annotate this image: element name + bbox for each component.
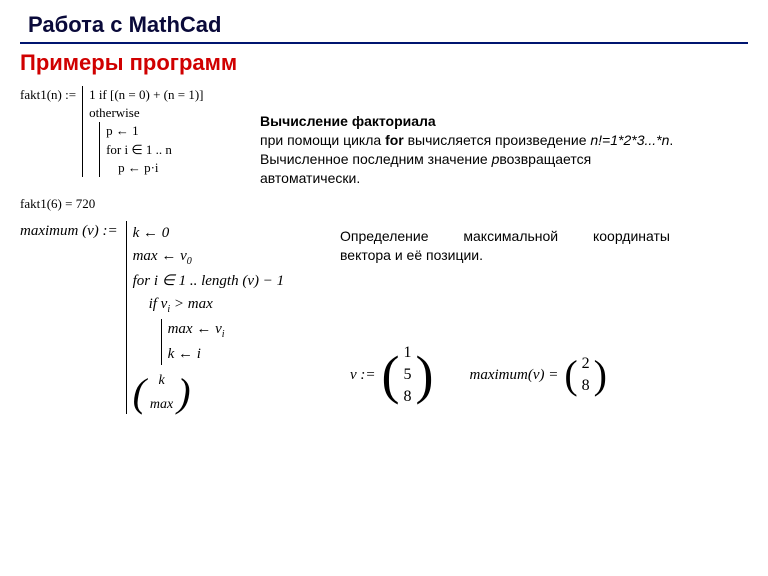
max-if: if vi > max <box>149 294 285 317</box>
fakt-def: fakt1(n) := <box>20 86 76 104</box>
maximum-result: maximum(v) = ( 2 8 ) <box>470 355 608 395</box>
max-maxvi: max ← vi <box>168 319 285 342</box>
desc1-heading: Вычисление факториала <box>260 113 436 129</box>
fakt-p2: p ← p·i <box>118 159 203 177</box>
desc1-a: при помощи цикла <box>260 132 385 148</box>
page-title: Работа с MathCad <box>20 12 748 44</box>
maximum-program: maximum (v) := k ← 0 max ← v0 for i ∈ 1 … <box>20 221 320 414</box>
desc-factorial: Вычисление факториала при помощи цикла f… <box>260 112 690 188</box>
vector-v: v := ( 1 5 8 ) <box>350 344 434 406</box>
fakt-program: fakt1(n) := 1 if [(n = 0) + (n = 1)] oth… <box>20 86 240 213</box>
fakt-for: for i ∈ 1 .. n <box>106 141 203 159</box>
max-maxv0: max ← v0 <box>133 246 285 269</box>
bottom-formulas: v := ( 1 5 8 ) maximum(v) = ( 2 8 ) <box>350 344 748 406</box>
max-for: for i ∈ 1 .. length (v) − 1 <box>133 271 285 292</box>
desc2-line2: вектора и её позиции. <box>340 246 670 265</box>
desc-maximum: Определение максимальной координаты вект… <box>340 227 670 265</box>
fakt-otherwise: otherwise <box>89 104 203 122</box>
fakt-p1: p ← 1 <box>106 122 203 140</box>
max-k0: k ← 0 <box>133 223 285 244</box>
max-def: maximum (v) := <box>20 221 118 242</box>
max-return: ( k max ) <box>133 371 191 414</box>
example-row-1: fakt1(n) := 1 if [(n = 0) + (n = 1)] oth… <box>20 86 748 213</box>
max-ki: k ← i <box>168 344 285 365</box>
desc1-for: for <box>385 132 404 148</box>
desc2-line1: Определение максимальной координаты <box>340 227 670 246</box>
desc1-b: вычисляется произведение <box>404 132 591 148</box>
fakt-line1: 1 if [(n = 0) + (n = 1)] <box>89 86 203 104</box>
desc1-formula: n!=1*2*3...*n <box>590 132 669 148</box>
fakt-result: fakt1(6) = 720 <box>20 195 240 213</box>
section-subtitle: Примеры программ <box>20 50 748 76</box>
